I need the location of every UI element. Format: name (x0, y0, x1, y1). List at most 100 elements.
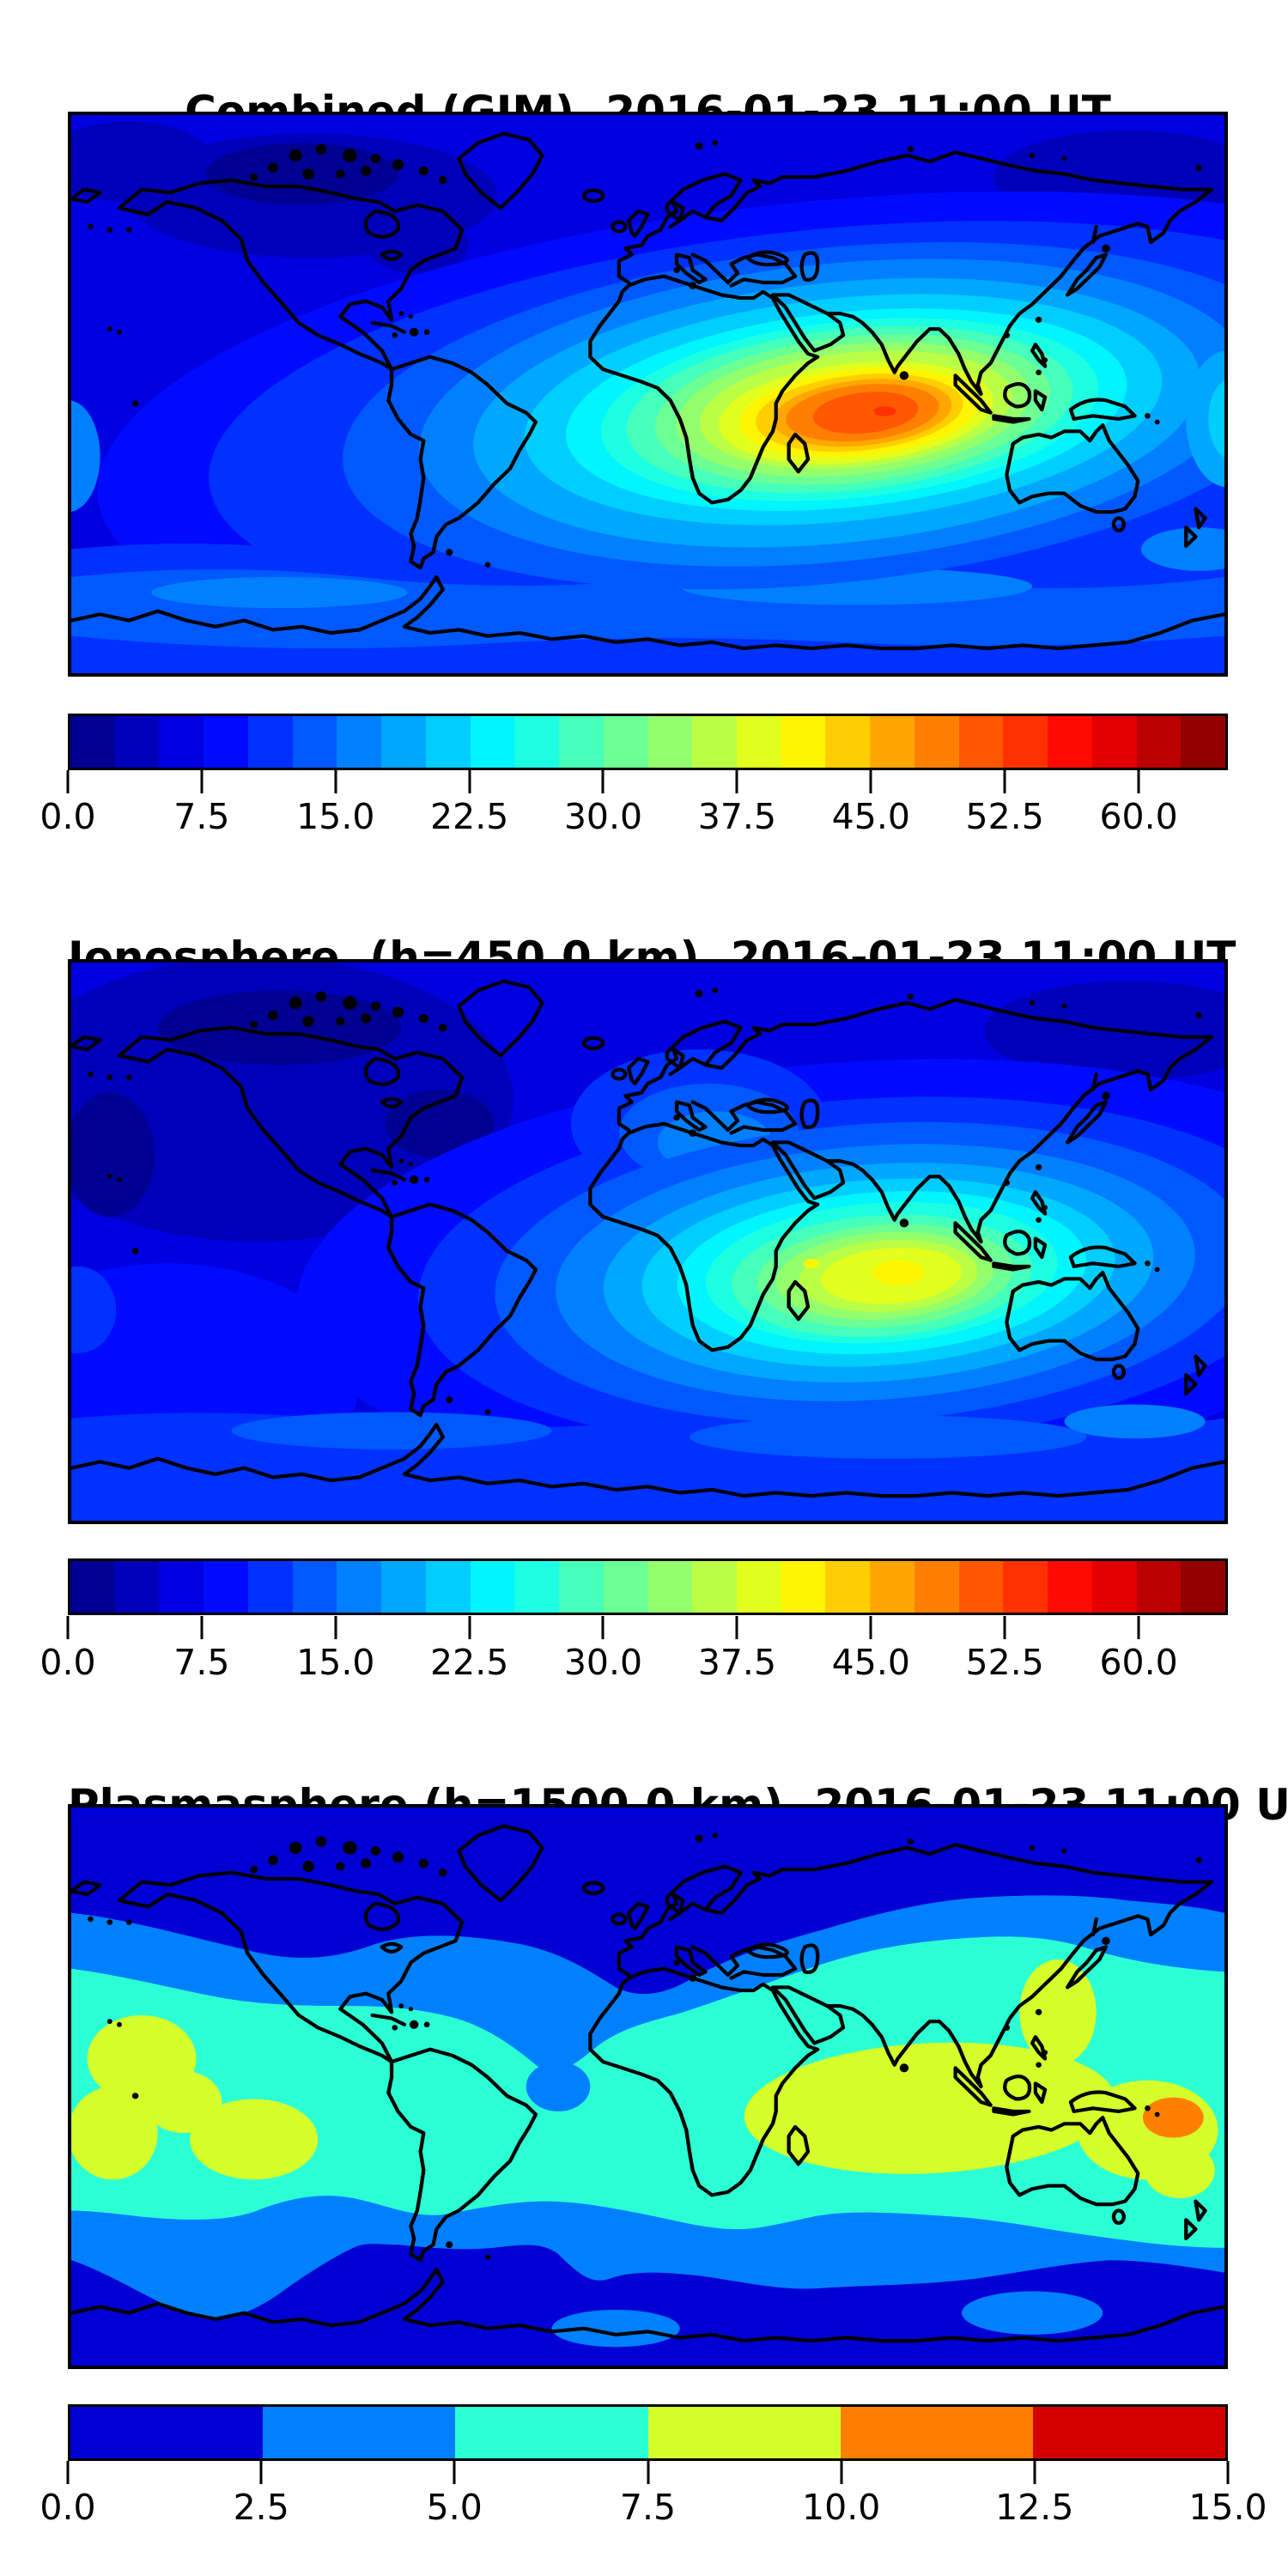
colorbar-combined (68, 714, 1228, 770)
map-combined (68, 112, 1228, 677)
tick-mark (601, 770, 605, 793)
colorbar-band (559, 716, 604, 768)
tick-label: 0.0 (39, 796, 96, 837)
tick-label: 7.5 (173, 796, 230, 837)
colorbar-band (514, 716, 560, 768)
colorbar-ionosphere (68, 1558, 1228, 1615)
tick-label: 60.0 (1099, 1642, 1178, 1683)
tick-label: 0.0 (39, 2487, 96, 2528)
colorbar-band (114, 1561, 160, 1613)
tick-label: 22.5 (430, 1642, 509, 1683)
tick-mark (869, 1616, 872, 1639)
tick-mark (1003, 1616, 1006, 1639)
colorbar-band (337, 716, 382, 768)
colorbar-band (647, 1561, 693, 1613)
tick-label: 30.0 (563, 796, 643, 837)
colorbar-band (292, 1561, 337, 1613)
colorbar-ticks-ionosphere: 0.0 7.5 15.0 22.5 30.0 37.5 45.0 52.5 60.0 (39, 1616, 1228, 1693)
colorbar-band (647, 2407, 841, 2458)
colorbar-band (737, 1561, 781, 1613)
colorbar-band (159, 716, 204, 768)
tick-label: 45.0 (831, 1642, 910, 1683)
colorbar-band (70, 2407, 264, 2458)
colorbar-band (870, 716, 914, 768)
map-plasmasphere (68, 1804, 1228, 2369)
tick-label: 15.0 (296, 1642, 375, 1683)
colorbar-band (425, 716, 471, 768)
colorbar-band (204, 1561, 248, 1613)
tick-mark (334, 1616, 337, 1639)
colorbar-band (1181, 1561, 1226, 1613)
colorbar-band (559, 1561, 604, 1613)
colorbar-band (914, 716, 959, 768)
tick-mark (1003, 770, 1006, 793)
colorbar-band (455, 2407, 648, 2458)
tick-mark (66, 770, 70, 793)
colorbar-band (470, 1561, 515, 1613)
colorbar-band (247, 1561, 293, 1613)
colorbar-band (1136, 716, 1182, 768)
contour-field-ionosphere (71, 963, 1224, 1521)
map-plasmasphere-svg (71, 1807, 1224, 2366)
map-ionosphere (68, 959, 1228, 1524)
colorbar-band (159, 1561, 204, 1613)
colorbar-band (958, 716, 1004, 768)
colorbar-band (425, 1561, 471, 1613)
colorbar-band (781, 716, 826, 768)
colorbar-band (914, 1561, 959, 1613)
tick-label: 30.0 (563, 1642, 643, 1683)
tick-label: 52.5 (965, 796, 1044, 837)
colorbar-band (470, 716, 515, 768)
colorbar-band (603, 1561, 648, 1613)
tick-mark (1226, 2461, 1230, 2484)
colorbar-band (292, 716, 337, 768)
colorbar-band (603, 716, 648, 768)
colorbar-band (737, 716, 781, 768)
tick-label: 7.5 (173, 1642, 230, 1683)
tick-label: 37.5 (697, 1642, 777, 1683)
tick-mark (66, 2461, 70, 2484)
tick-mark (735, 1616, 738, 1639)
colorbar-band (958, 1561, 1004, 1613)
tick-mark (869, 770, 872, 793)
map-ionosphere-svg (71, 963, 1224, 1521)
tick-label: 0.0 (39, 1642, 96, 1683)
colorbar-band (1003, 1561, 1048, 1613)
colorbar-band (647, 716, 693, 768)
contour-field-plasmasphere (71, 1807, 1224, 2366)
tick-mark (1033, 2461, 1036, 2484)
contour-field-combined (71, 115, 1224, 673)
tick-mark (1137, 1616, 1140, 1639)
tick-label: 7.5 (619, 2487, 677, 2528)
colorbar-band (692, 1561, 738, 1613)
tick-mark (66, 1616, 70, 1639)
tick-label: 10.0 (802, 2487, 881, 2528)
tick-mark (200, 1616, 204, 1639)
tick-mark (1137, 770, 1140, 793)
colorbar-band (1003, 716, 1048, 768)
tick-label: 22.5 (430, 796, 509, 837)
colorbar-ticks-plasmasphere: 0.0 2.5 5.0 7.5 10.0 12.5 15.0 (39, 2461, 1267, 2538)
tick-mark (334, 770, 337, 793)
colorbar-band (825, 1561, 871, 1613)
tick-mark (468, 1616, 471, 1639)
colorbar-band (514, 1561, 560, 1613)
tick-mark (453, 2461, 456, 2484)
colorbar-band (70, 1561, 115, 1613)
tick-mark (468, 770, 471, 793)
colorbar-ticks-combined: 0.0 7.5 15.0 22.5 30.0 37.5 45.0 52.5 60.0 (39, 770, 1228, 848)
tick-label: 5.0 (426, 2487, 483, 2528)
colorbar-band (263, 2407, 456, 2458)
tick-mark (259, 2461, 263, 2484)
colorbar-band (204, 716, 248, 768)
tick-label: 45.0 (831, 796, 910, 837)
colorbar-band (825, 716, 871, 768)
tick-label: 12.5 (995, 2487, 1074, 2528)
colorbar-plasmasphere (68, 2404, 1228, 2461)
colorbar-band (692, 716, 738, 768)
colorbar-band (1136, 1561, 1182, 1613)
colorbar-band (381, 1561, 426, 1613)
colorbar-band (781, 1561, 826, 1613)
tick-mark (647, 2461, 649, 2484)
